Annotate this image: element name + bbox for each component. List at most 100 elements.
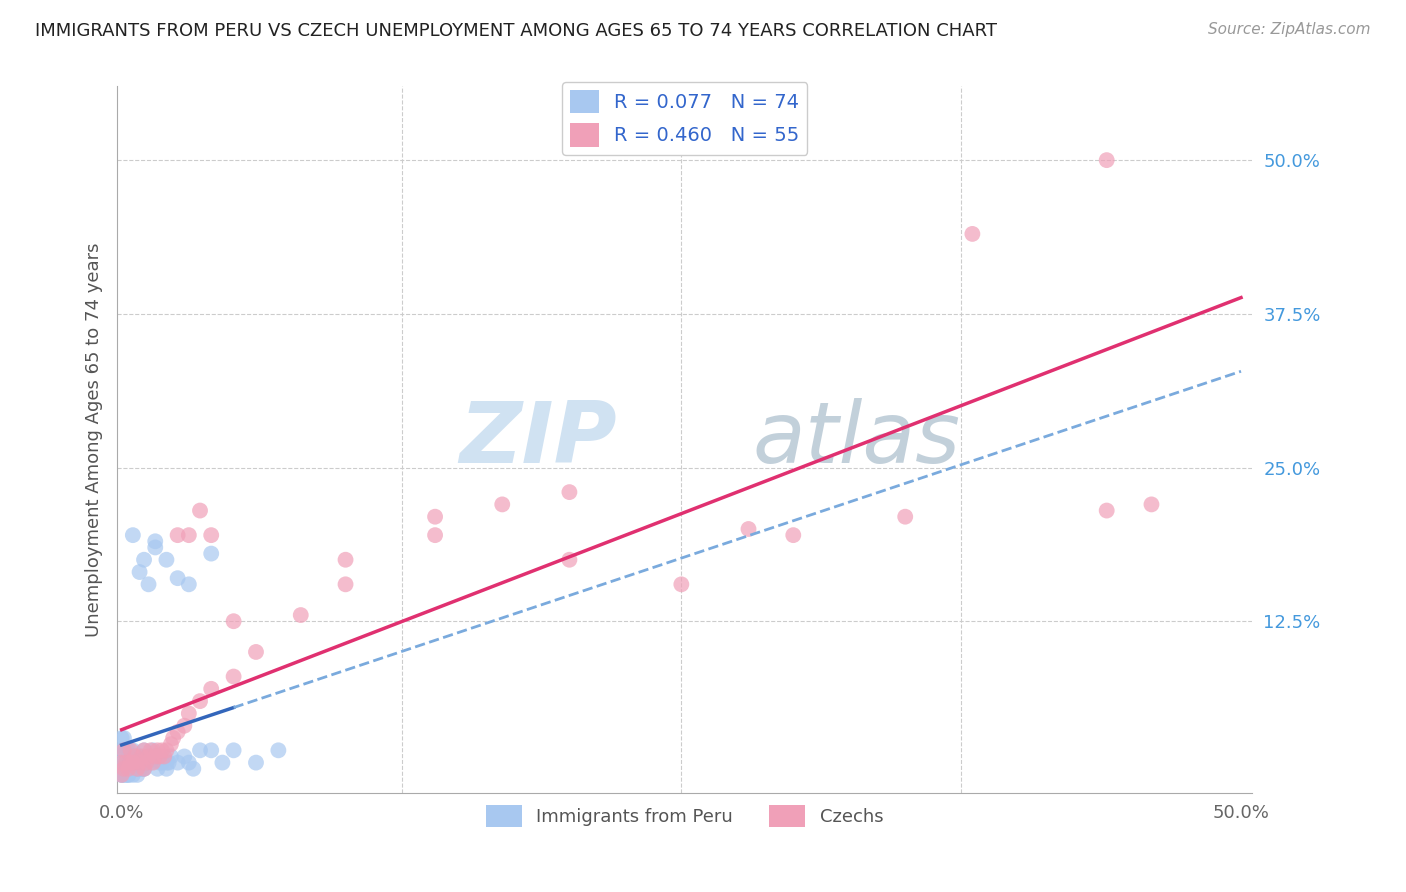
Point	[120, 762, 142, 776]
Point	[423, 509, 446, 524]
Point	[1140, 497, 1163, 511]
Point	[157, 756, 180, 770]
Point	[127, 756, 149, 770]
Point	[962, 227, 984, 241]
Point	[131, 762, 153, 776]
Point	[132, 762, 155, 776]
Point	[138, 749, 160, 764]
Point	[1095, 503, 1118, 517]
Point	[155, 756, 177, 770]
Point	[132, 743, 155, 757]
Point	[132, 762, 155, 776]
Point	[120, 756, 142, 770]
Point	[135, 756, 157, 770]
Point	[142, 756, 165, 770]
Point	[173, 719, 195, 733]
Point	[166, 724, 188, 739]
Point	[162, 731, 184, 745]
Point	[111, 762, 134, 776]
Point	[335, 577, 357, 591]
Point	[117, 768, 139, 782]
Point	[128, 762, 150, 776]
Point	[335, 553, 357, 567]
Point	[128, 565, 150, 579]
Point	[160, 749, 183, 764]
Point	[120, 762, 142, 776]
Point	[132, 743, 155, 757]
Point	[177, 528, 200, 542]
Point	[112, 768, 135, 782]
Point	[128, 749, 150, 764]
Point	[117, 762, 139, 776]
Point	[115, 756, 138, 770]
Point	[117, 756, 139, 770]
Point	[138, 577, 160, 591]
Point	[245, 645, 267, 659]
Point	[894, 509, 917, 524]
Point	[222, 669, 245, 683]
Point	[491, 497, 513, 511]
Point	[146, 762, 169, 776]
Point	[155, 743, 177, 757]
Point	[121, 762, 143, 776]
Point	[121, 528, 143, 542]
Point	[120, 749, 142, 764]
Point	[146, 743, 169, 757]
Point	[143, 541, 166, 555]
Point	[121, 768, 143, 782]
Point	[267, 743, 290, 757]
Point	[112, 743, 135, 757]
Point	[111, 768, 134, 782]
Point	[166, 571, 188, 585]
Point	[166, 528, 188, 542]
Point	[128, 762, 150, 776]
Point	[143, 749, 166, 764]
Point	[143, 749, 166, 764]
Point	[124, 762, 146, 776]
Point	[115, 768, 138, 782]
Point	[111, 743, 134, 757]
Point	[1095, 153, 1118, 168]
Point	[138, 749, 160, 764]
Point	[155, 762, 177, 776]
Point	[160, 737, 183, 751]
Point	[127, 762, 149, 776]
Point	[124, 749, 146, 764]
Point	[150, 743, 173, 757]
Point	[222, 743, 245, 757]
Point	[124, 749, 146, 764]
Point	[121, 756, 143, 770]
Point	[121, 756, 143, 770]
Point	[671, 577, 693, 591]
Point	[188, 743, 211, 757]
Point	[121, 743, 143, 757]
Point	[111, 731, 134, 745]
Point	[117, 743, 139, 757]
Point	[111, 756, 134, 770]
Point	[120, 743, 142, 757]
Point	[423, 528, 446, 542]
Point	[200, 547, 222, 561]
Point	[142, 743, 165, 757]
Point	[131, 756, 153, 770]
Point	[111, 762, 134, 776]
Point	[127, 768, 149, 782]
Text: atlas: atlas	[752, 399, 960, 482]
Point	[111, 768, 134, 782]
Point	[131, 749, 153, 764]
Point	[245, 756, 267, 770]
Point	[177, 706, 200, 721]
Point	[111, 768, 134, 782]
Legend: Immigrants from Peru, Czechs: Immigrants from Peru, Czechs	[478, 797, 891, 834]
Point	[128, 756, 150, 770]
Point	[112, 762, 135, 776]
Point	[153, 749, 176, 764]
Point	[188, 503, 211, 517]
Point	[211, 756, 233, 770]
Point	[127, 762, 149, 776]
Point	[117, 756, 139, 770]
Point	[200, 681, 222, 696]
Point	[558, 485, 581, 500]
Point	[135, 756, 157, 770]
Point	[112, 762, 135, 776]
